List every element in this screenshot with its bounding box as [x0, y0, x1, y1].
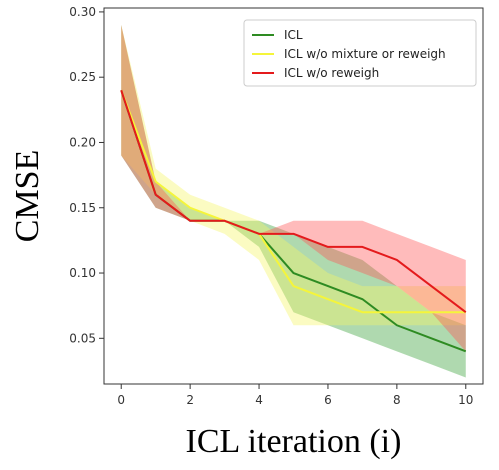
x-tick-label: 8: [393, 393, 401, 407]
x-tick-label: 10: [458, 393, 473, 407]
series-line-3: [120, 89, 467, 313]
y-tick-label: 0.20: [69, 135, 96, 149]
y-tick-label: 0.15: [69, 201, 96, 215]
x-tick-label: 6: [324, 393, 332, 407]
y-tick-label: 0.30: [69, 5, 96, 19]
x-axis-ticks: 0 2 4 6 8 10: [117, 384, 473, 407]
y-tick-label: 0.10: [69, 266, 96, 280]
y-axis-label: CMSE: [9, 150, 46, 243]
legend-label-3: ICL w/o reweigh: [284, 66, 379, 80]
legend: ICL ICL w/o mixture or reweigh ICL w/o rew…: [243, 19, 477, 87]
y-tick-label: 0.25: [69, 70, 96, 84]
legend-box: [243, 19, 477, 87]
x-tick-label: 4: [255, 393, 263, 407]
x-tick-label: 0: [117, 393, 125, 407]
y-tick-label: 0.05: [69, 331, 96, 345]
plot-frame: [103, 7, 484, 385]
series-lines: [120, 89, 467, 353]
series-line-2: [120, 89, 466, 314]
x-axis-label: ICL iteration (i): [186, 423, 402, 460]
confidence-bands: [121, 24, 466, 378]
x-tick-label: 2: [186, 393, 194, 407]
band-1: [121, 24, 466, 378]
band-2: [121, 24, 466, 326]
legend-label-1: ICL: [284, 28, 303, 42]
y-axis-ticks: 0.05 0.10 0.15 0.20 0.25 0.30: [69, 5, 104, 345]
band-3: [121, 24, 466, 352]
legend-label-2: ICL w/o mixture or reweigh: [284, 47, 446, 61]
